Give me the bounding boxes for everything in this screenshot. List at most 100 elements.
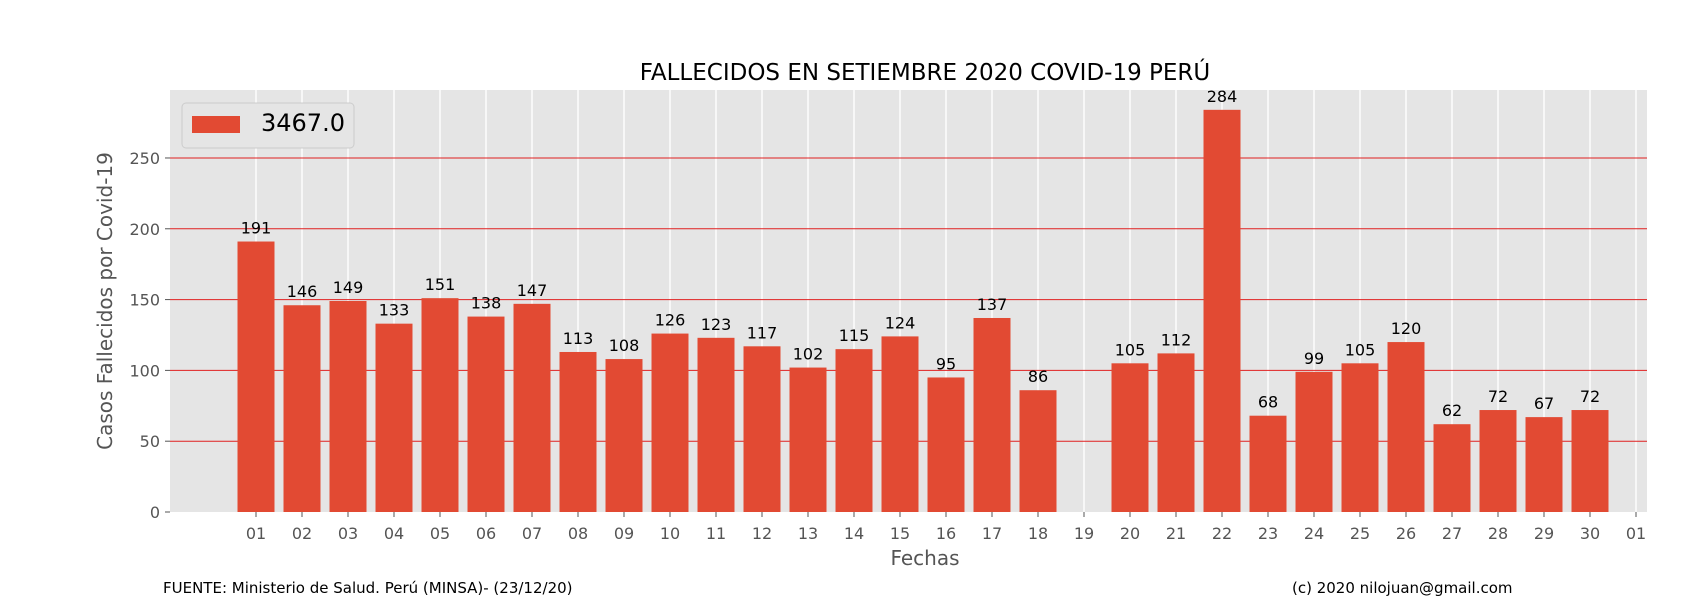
- x-tick-label: 22: [1212, 524, 1232, 543]
- x-tick-label: 10: [660, 524, 680, 543]
- bar: [1387, 342, 1425, 512]
- x-tick-label: 09: [614, 524, 634, 543]
- bar-value-label: 123: [701, 315, 732, 334]
- bar: [1433, 424, 1471, 512]
- y-tick-label: 150: [129, 291, 160, 310]
- x-tick-label: 25: [1350, 524, 1370, 543]
- x-axis-ticks: 01 02 03 04 05 06 07 08 09 10 11 12 13 14 15 16 17 18 19 20…: [246, 512, 1646, 543]
- x-tick-label: 06: [476, 524, 496, 543]
- bar: [1341, 363, 1379, 512]
- x-tick-label: 02: [292, 524, 312, 543]
- bar-value-label: 149: [333, 278, 364, 297]
- x-tick-label: 30: [1580, 524, 1600, 543]
- bar: [1157, 353, 1195, 512]
- bar: [283, 305, 321, 512]
- y-tick-label: 50: [140, 432, 160, 451]
- x-axis-label: Fechas: [890, 546, 959, 570]
- bar-value-label: 112: [1161, 330, 1192, 349]
- x-tick-label: 29: [1534, 524, 1554, 543]
- bar-value-label: 68: [1258, 393, 1278, 412]
- bar: [1525, 417, 1563, 512]
- legend-swatch: [192, 116, 240, 133]
- bar-value-label: 120: [1391, 319, 1422, 338]
- bar-value-label: 151: [425, 275, 456, 294]
- x-tick-label: 23: [1258, 524, 1278, 543]
- bar-value-label: 72: [1488, 387, 1508, 406]
- bar-value-label: 67: [1534, 394, 1554, 413]
- x-tick-label: 08: [568, 524, 588, 543]
- bar: [697, 337, 735, 512]
- source-note: FUENTE: Ministerio de Salud. Perú (MINSA…: [163, 579, 573, 597]
- bar-value-label: 108: [609, 336, 640, 355]
- x-tick-label: 03: [338, 524, 358, 543]
- x-tick-label: 21: [1166, 524, 1186, 543]
- bar-value-label: 138: [471, 294, 502, 313]
- x-tick-label: 18: [1028, 524, 1048, 543]
- credit-note: (c) 2020 nilojuan@gmail.com: [1292, 579, 1513, 597]
- bar-value-label: 147: [517, 281, 548, 300]
- bar-value-label: 86: [1028, 367, 1048, 386]
- x-tick-label: 01: [1626, 524, 1646, 543]
- x-tick-label: 26: [1396, 524, 1416, 543]
- bars: [237, 109, 1609, 512]
- x-tick-label: 24: [1304, 524, 1324, 543]
- legend-entry: 3467.0: [261, 109, 345, 137]
- x-tick-label: 12: [752, 524, 772, 543]
- bar-value-label: 99: [1304, 349, 1324, 368]
- bar-value-label: 102: [793, 345, 824, 364]
- bar-value-label: 72: [1580, 387, 1600, 406]
- bar: [467, 316, 505, 512]
- x-tick-label: 11: [706, 524, 726, 543]
- y-tick-label: 100: [129, 361, 160, 380]
- y-axis-ticks: 0 50 100 150 200 250: [129, 149, 170, 522]
- bar: [1479, 410, 1517, 512]
- bar: [237, 241, 275, 512]
- bar-value-label: 137: [977, 295, 1008, 314]
- bar-value-label: 191: [241, 219, 272, 238]
- bar-value-label: 105: [1115, 340, 1146, 359]
- bar-value-label: 95: [936, 354, 956, 373]
- bar: [1295, 371, 1333, 512]
- x-tick-label: 20: [1120, 524, 1140, 543]
- x-tick-label: 28: [1488, 524, 1508, 543]
- y-axis-label: Casos Fallecidos por Covid-19: [93, 152, 117, 450]
- bar: [651, 333, 689, 512]
- bar-labels: 191 146 149 133 151 138 147 113 108 126 123 117 102 1…: [241, 87, 1600, 420]
- bar: [559, 351, 597, 512]
- bar-value-label: 105: [1345, 340, 1376, 359]
- legend: 3467.0: [181, 102, 355, 149]
- bar-value-label: 126: [655, 311, 686, 330]
- x-tick-label: 13: [798, 524, 818, 543]
- x-tick-label: 01: [246, 524, 266, 543]
- bar-value-label: 146: [287, 282, 318, 301]
- x-tick-label: 27: [1442, 524, 1462, 543]
- bar-value-label: 117: [747, 323, 778, 342]
- x-tick-label: 17: [982, 524, 1002, 543]
- chart-title: FALLECIDOS EN SETIEMBRE 2020 COVID-19 PE…: [640, 58, 1211, 86]
- bar: [1249, 415, 1287, 512]
- bar: [881, 336, 919, 512]
- bar: [605, 359, 643, 512]
- bar-value-label: 62: [1442, 401, 1462, 420]
- bar: [329, 301, 367, 512]
- bar: [835, 349, 873, 512]
- bar: [421, 298, 459, 512]
- bar: [789, 367, 827, 512]
- x-tick-label: 04: [384, 524, 404, 543]
- x-tick-label: 05: [430, 524, 450, 543]
- bar: [1019, 390, 1057, 512]
- bar-value-label: 115: [839, 326, 870, 345]
- x-tick-label: 15: [890, 524, 910, 543]
- x-tick-label: 16: [936, 524, 956, 543]
- x-tick-label: 07: [522, 524, 542, 543]
- y-tick-label: 0: [150, 503, 160, 522]
- x-tick-label: 19: [1074, 524, 1094, 543]
- x-tick-label: 14: [844, 524, 864, 543]
- bar-value-label: 113: [563, 329, 594, 348]
- bar: [513, 303, 551, 512]
- legend-box: [181, 102, 355, 149]
- bar: [973, 317, 1011, 512]
- y-tick-label: 200: [129, 220, 160, 239]
- bar: [743, 346, 781, 512]
